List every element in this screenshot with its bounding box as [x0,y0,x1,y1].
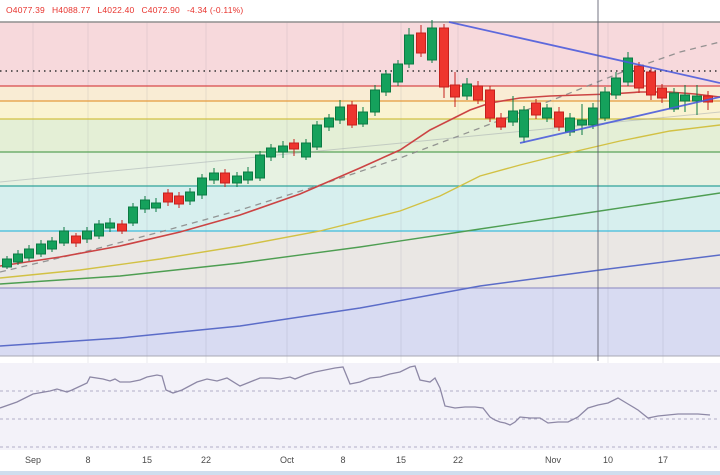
candle-body [243,171,253,181]
candle-body [36,243,46,255]
candle-body [278,145,288,153]
indicator-panel-background [0,363,720,450]
candle-body [623,57,633,83]
candle-body [404,34,414,65]
candle-body [611,77,621,96]
ma-yellow-line [0,124,720,279]
pivot-band [0,22,720,86]
bottom-scrollbar-strip[interactable] [0,471,720,475]
candle-body [542,107,552,119]
wedge-ascending-trendline [519,96,720,144]
candle-body [381,73,391,93]
candle-body [680,94,690,102]
x-axis-label: 10 [602,455,614,465]
ohlc-legend: O4077.39 H4088.77 L4022.40 C4072.90 -4.34 (-… [6,3,250,17]
candle-body [94,223,104,237]
candle-body [128,206,138,224]
candle-body [197,177,207,196]
candle-body [140,199,150,210]
candle-body [634,65,644,89]
candle-body [151,202,161,209]
ma-green-line [0,192,720,285]
candle-body [370,89,380,113]
candle-body [347,104,357,126]
pivot-band [0,231,720,288]
candle-body [508,110,518,123]
indicator-line [0,365,711,426]
candle-body [2,258,12,268]
candle-body [600,91,610,119]
x-axis-label: 8 [340,455,346,465]
candle-body [301,142,311,158]
x-axis-label: 22 [200,455,212,465]
candle-body [82,230,92,240]
candle-body [13,253,23,263]
x-axis-label: Oct [279,455,295,465]
ma-red-line [0,91,720,267]
candle-body [416,32,426,54]
candle-body [59,230,69,244]
candle-body [462,83,472,97]
x-axis-label: 15 [141,455,153,465]
candle-body [519,109,529,138]
candle-body [692,95,702,102]
candle-body [174,195,184,205]
candle-body [496,117,506,128]
candle-body [588,107,598,126]
candle-body [324,117,334,128]
candle-body [71,235,81,244]
candle-body [646,71,656,96]
trendline-gray-line [0,111,720,183]
candle-body [163,192,173,203]
wedge-descending-trendline [448,21,720,84]
low-value: L4022.40 [97,5,135,15]
high-value: H4088.77 [51,5,91,15]
x-axis-label: 8 [85,455,91,465]
candle-body [266,147,276,158]
candle-body [289,142,299,150]
candle-body [232,175,242,184]
candle-body [312,124,322,148]
candle-body [209,172,219,181]
candle-body [358,111,368,125]
candle-body [427,27,437,61]
x-axis-label: Sep [24,455,42,465]
pivot-band [0,288,720,356]
candle-body [485,89,495,119]
ma-blue-line [0,254,720,347]
pivot-band [0,152,720,186]
candle-body [450,84,460,98]
x-axis-label: Nov [544,455,562,465]
close-value: C4072.90 [141,5,180,15]
candle-body [393,63,403,83]
x-axis-label: 17 [657,455,669,465]
candle-body [255,154,265,179]
candle-body [117,223,127,232]
candle-body [24,248,34,259]
candle-body [47,240,57,250]
candle-body [220,172,230,184]
candle-body [473,85,483,101]
candle-body [105,222,115,229]
candle-body [554,111,564,128]
candle-body [531,102,541,116]
x-axis-label: 22 [452,455,464,465]
x-axis-label: 15 [395,455,407,465]
change-value: -4.34 (-0.11%) [186,5,244,15]
candle-body [669,92,679,110]
candle-body [335,106,345,121]
open-value: O4077.39 [6,5,45,15]
candle-body [577,119,587,126]
candle-body [185,191,195,202]
time-axis[interactable]: Sep 8 15 22 Oct 8 15 22 Nov 10 17 [0,455,720,471]
candle-body [657,87,667,99]
candle-body [439,27,449,88]
